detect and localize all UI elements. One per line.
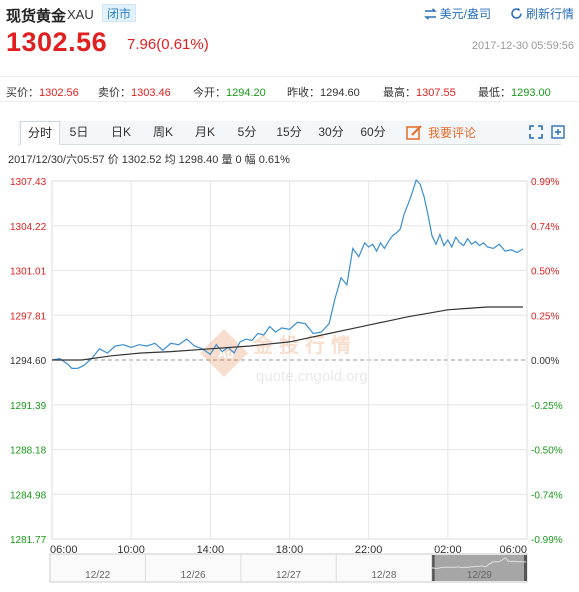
refresh-label: 刷新行情 xyxy=(525,7,574,21)
watermark-text: 金投行情 xyxy=(252,333,357,357)
y-tick-label-right: 0.74% xyxy=(531,222,559,233)
navigator-date-label: 12/26 xyxy=(181,570,206,581)
stat-label: 昨收： xyxy=(287,87,320,99)
stat-value: 1303.46 xyxy=(131,87,171,99)
currency-unit-label: 美元/盎司 xyxy=(439,7,491,21)
y-tick-label-right: -0.25% xyxy=(531,401,563,412)
settings-icon[interactable] xyxy=(551,125,565,139)
stat-value: 1294.20 xyxy=(226,87,266,99)
comment-label: 我要评论 xyxy=(428,126,477,140)
y-tick-label-right: -0.50% xyxy=(531,446,563,457)
stat-label: 今开： xyxy=(193,87,226,99)
intraday-price-chart[interactable]: Au 金投行情 quote.cngold.org 1307.431304.221… xyxy=(0,168,579,592)
tab-15-min[interactable]: 15分 xyxy=(276,125,302,139)
x-tick-label: 06:00 xyxy=(50,544,78,556)
tab-weekly-k[interactable]: 周K xyxy=(152,125,173,139)
x-tick-label: 14:00 xyxy=(197,544,225,556)
y-tick-label-right: -0.99% xyxy=(531,535,563,546)
x-tick-label: 18:00 xyxy=(276,544,304,556)
stat-prev-close: 昨收：1294.60 xyxy=(287,84,360,100)
y-axis-left: 1307.43 1304.22 1301.01 1297.81 1294.60 1291.… xyxy=(10,177,47,546)
quote-stats-row: 买价：1302.56 卖价：1303.46 今开：1294.20 昨收：1294… xyxy=(0,76,579,102)
instrument-title: 现货黄金 xyxy=(6,8,67,25)
watermark-logo-icon xyxy=(199,328,249,378)
instrument-symbol: XAU xyxy=(67,7,94,22)
stat-bid: 买价：1302.56 xyxy=(6,84,79,100)
tab-5-min[interactable]: 5分 xyxy=(237,125,257,139)
stat-value: 1293.00 xyxy=(511,87,551,99)
y-tick-label-left: 1288.18 xyxy=(10,446,47,457)
stat-label: 卖价： xyxy=(98,87,131,99)
market-status-badge: 闭市 xyxy=(102,4,137,22)
x-tick-label: 06:00 xyxy=(499,544,527,556)
refresh-icon xyxy=(511,7,522,19)
comment-button[interactable]: 我要评论 xyxy=(406,121,476,145)
average-series-line xyxy=(52,306,523,361)
stat-label: 最低： xyxy=(478,87,511,99)
navigator-overview-line xyxy=(431,557,527,569)
chart-period-tabs: 分时 5日 日K 周K 月K 5分 15分 30分 60分 我要评论 xyxy=(18,121,565,145)
y-tick-label-right: 0.50% xyxy=(531,267,559,278)
swap-arrows-icon xyxy=(423,7,437,20)
stat-label: 买价： xyxy=(6,87,39,99)
price-series-line xyxy=(51,178,524,369)
stat-open: 今开：1294.20 xyxy=(193,84,266,100)
series-layer xyxy=(51,178,524,369)
x-tick-label: 02:00 xyxy=(434,544,462,556)
tab-60-min[interactable]: 60分 xyxy=(360,125,386,139)
watermark-url: quote.cngold.org xyxy=(256,368,368,385)
stat-ask: 卖价：1303.46 xyxy=(98,84,171,100)
stat-value: 1307.55 xyxy=(416,87,456,99)
navigator-selected-range xyxy=(433,555,525,581)
tab-daily-k[interactable]: 日K xyxy=(110,125,131,139)
last-price: 1302.56 xyxy=(6,27,108,57)
edit-icon xyxy=(406,125,422,140)
y-tick-label-left: 1297.81 xyxy=(10,311,47,322)
y-tick-label-left: 1294.60 xyxy=(10,356,47,367)
y-tick-label-right: 0.99% xyxy=(531,177,559,188)
stat-label: 最高： xyxy=(383,87,416,99)
x-axis: 06:00 10:00 14:00 18:00 22:00 02:00 06:00 xyxy=(50,544,527,556)
stat-high: 最高：1307.55 xyxy=(383,84,456,100)
y-tick-label-left: 1301.01 xyxy=(10,267,47,278)
y-tick-label-left: 1291.39 xyxy=(10,401,47,412)
expand-icon[interactable] xyxy=(529,125,543,139)
navigator-date-label: 12/28 xyxy=(371,570,396,581)
y-tick-label-right: 0.00% xyxy=(531,356,559,367)
y-tick-label-right: 0.25% xyxy=(531,311,559,322)
chart-grid xyxy=(51,180,528,540)
x-tick-label: 10:00 xyxy=(117,544,145,556)
stat-low: 最低：1293.00 xyxy=(478,84,551,100)
crosshair-info-line: 2017/12/30/六05:57 价 1302.52 均 1298.40 量 … xyxy=(8,154,290,166)
tab-monthly-k[interactable]: 月K xyxy=(194,125,215,139)
x-tick-label: 22:00 xyxy=(355,544,383,556)
y-tick-label-left: 1281.77 xyxy=(10,535,47,546)
tab-intraday[interactable]: 分时 xyxy=(20,121,60,145)
stat-value: 1302.56 xyxy=(39,87,79,99)
tab-5-day[interactable]: 5日 xyxy=(69,125,89,139)
tab-30-min[interactable]: 30分 xyxy=(318,125,344,139)
stat-value: 1294.60 xyxy=(320,87,360,99)
y-tick-label-left: 1307.43 xyxy=(10,177,47,188)
refresh-quotes-button[interactable]: 刷新行情 xyxy=(510,5,574,22)
navigator-right-handle xyxy=(524,555,527,581)
y-tick-label-right: -0.74% xyxy=(531,490,563,501)
date-navigator[interactable]: 12/22 12/26 12/27 12/28 12/29 xyxy=(49,553,528,583)
navigator-date-label: 12/27 xyxy=(276,570,301,581)
y-tick-label-left: 1304.22 xyxy=(10,222,47,233)
watermark: Au 金投行情 quote.cngold.org xyxy=(199,328,368,385)
navigator-date-label: 12/29 xyxy=(467,570,492,581)
y-axis-right: 0.99% 0.74% 0.50% 0.25% 0.00% -0.25% -0.50% -0.… xyxy=(531,177,563,546)
y-tick-label-left: 1284.98 xyxy=(10,490,47,501)
quote-timestamp: 2017-12-30 05:59:56 xyxy=(471,40,574,52)
currency-unit-toggle[interactable]: 美元/盎司 xyxy=(423,5,491,22)
navigator-date-label: 12/22 xyxy=(85,570,110,581)
price-change: 7.96(0.61%) xyxy=(127,36,209,53)
